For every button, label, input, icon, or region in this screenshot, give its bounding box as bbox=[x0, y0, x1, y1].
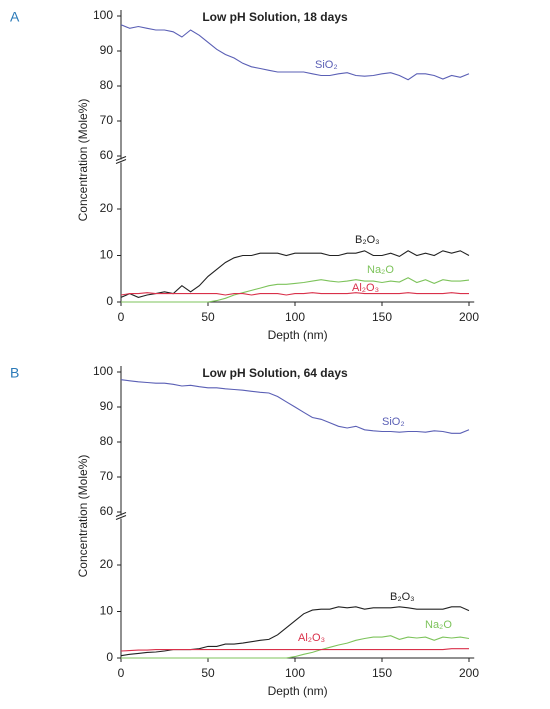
y-tick-label: 80 bbox=[100, 434, 114, 448]
chart-title: Low pH Solution, 18 days bbox=[202, 10, 348, 24]
panel: A Low pH Solution, 18 days Depth (nm) Conce… bbox=[10, 8, 479, 342]
y-tick-label: 20 bbox=[100, 201, 114, 215]
x-tick-label: 200 bbox=[459, 666, 479, 680]
series-label: Al₂O₃ bbox=[352, 282, 379, 294]
series-line bbox=[120, 379, 470, 434]
series-label: B₂O₃ bbox=[355, 234, 380, 246]
y-tick-label: 100 bbox=[93, 8, 113, 22]
panel-label: B bbox=[10, 365, 19, 381]
x-tick-label: 50 bbox=[201, 310, 215, 324]
panel: B Low pH Solution, 64 days Depth (nm) Conce… bbox=[10, 364, 479, 698]
y-tick-label: 70 bbox=[100, 113, 114, 127]
y-tick-label: 90 bbox=[100, 43, 114, 57]
y-tick-label: 0 bbox=[106, 650, 113, 664]
series-label: B₂O₃ bbox=[390, 591, 415, 603]
x-tick-label: 0 bbox=[118, 310, 125, 324]
y-tick-label: 60 bbox=[100, 148, 114, 162]
y-tick-label: 60 bbox=[100, 504, 114, 518]
x-tick-label: 50 bbox=[201, 666, 215, 680]
axis-break bbox=[115, 515, 127, 520]
x-tick-label: 0 bbox=[118, 666, 125, 680]
x-axis-label: Depth (nm) bbox=[268, 328, 328, 342]
series-line bbox=[121, 277, 470, 303]
y-tick-label: 0 bbox=[106, 294, 113, 308]
y-tick-label: 20 bbox=[100, 557, 114, 571]
x-axis-label: Depth (nm) bbox=[268, 684, 328, 698]
x-tick-label: 200 bbox=[459, 310, 479, 324]
axis-break bbox=[115, 512, 127, 517]
chart-title: Low pH Solution, 64 days bbox=[202, 366, 348, 380]
y-axis-label: Concentration (Mole%) bbox=[76, 455, 90, 578]
x-tick-label: 100 bbox=[285, 310, 305, 324]
x-tick-label: 150 bbox=[372, 666, 392, 680]
x-tick-label: 100 bbox=[285, 666, 305, 680]
series-line bbox=[121, 635, 470, 659]
series-line bbox=[120, 606, 470, 657]
y-tick-label: 90 bbox=[100, 399, 114, 413]
series-label: Na₂O bbox=[425, 619, 452, 631]
y-tick-label: 70 bbox=[100, 469, 114, 483]
series-line bbox=[120, 648, 469, 652]
y-tick-label: 100 bbox=[93, 364, 113, 378]
series-label: SiO₂ bbox=[382, 416, 405, 428]
series-line bbox=[120, 24, 470, 81]
y-tick-label: 10 bbox=[100, 248, 114, 262]
y-axis-label: Concentration (Mole%) bbox=[76, 99, 90, 222]
series-label: Al₂O₃ bbox=[298, 632, 325, 644]
series-line bbox=[120, 292, 469, 296]
axis-break bbox=[115, 156, 127, 161]
x-tick-label: 150 bbox=[372, 310, 392, 324]
series-label: SiO₂ bbox=[315, 59, 338, 71]
y-tick-label: 80 bbox=[100, 78, 114, 92]
axis-break bbox=[115, 159, 127, 164]
panel-label: A bbox=[10, 9, 20, 25]
series-line bbox=[120, 250, 470, 298]
series-label: Na₂O bbox=[367, 264, 394, 276]
y-tick-label: 10 bbox=[100, 604, 114, 618]
